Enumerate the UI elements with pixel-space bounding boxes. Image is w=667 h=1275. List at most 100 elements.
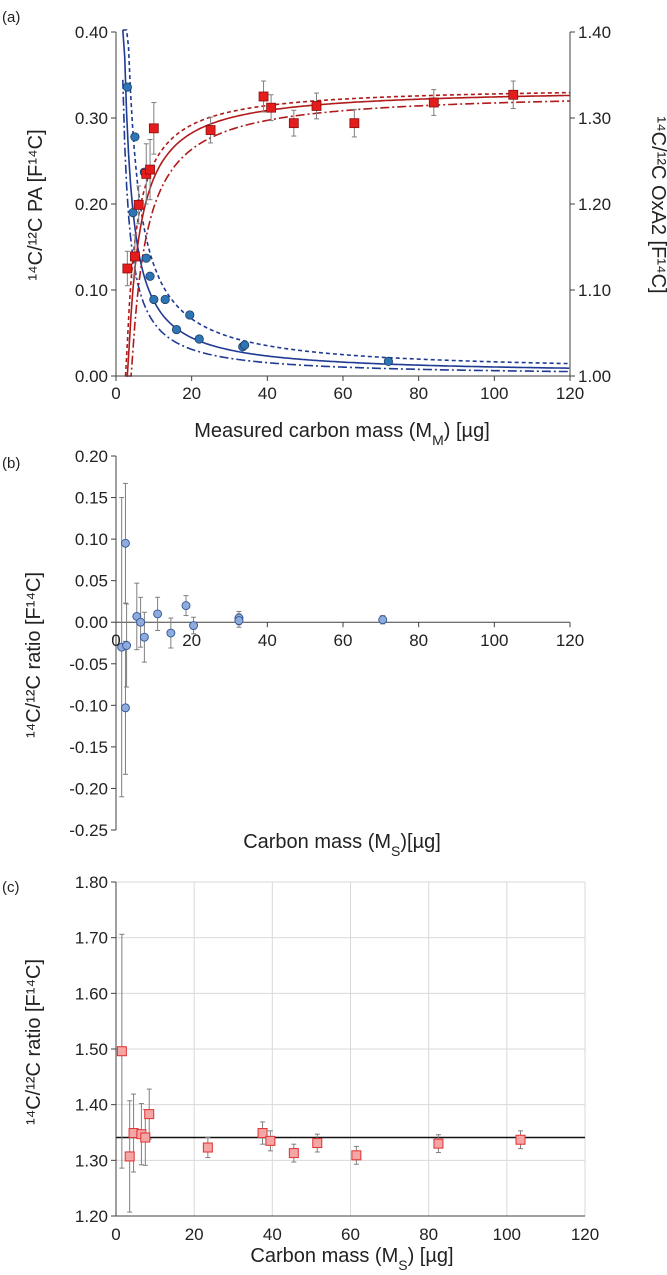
- data-point-square-c: [312, 1138, 323, 1149]
- x-tick-label-b: 0: [111, 631, 120, 650]
- y-right-tick-label-a: 1.40: [578, 23, 611, 42]
- y-right-axis-label-a: ¹⁴C/¹²C OxA2 [F¹⁴C]: [647, 116, 667, 293]
- x-axis-label-a: Measured carbon mass (MM) [µg]: [194, 420, 490, 448]
- x-axis-label-c: Carbon mass (MS) [µg]: [250, 1245, 453, 1273]
- y-right-tick-label-a: 1.00: [578, 367, 611, 386]
- data-point-circle-b: [122, 641, 132, 650]
- data-point-circle-b: [181, 601, 191, 611]
- x-tick-label-a: 60: [334, 384, 353, 403]
- y-tick-label-c: 1.70: [75, 929, 108, 948]
- y-tick-label-b: -0.25: [69, 821, 108, 840]
- data-point-circle-a: [185, 310, 195, 320]
- y-tick-label-a: 0.40: [75, 23, 108, 42]
- y-axis-label-a: ¹⁴C/¹²C PA [F¹⁴C]: [25, 129, 47, 280]
- data-point-square-c: [433, 1138, 444, 1149]
- y-tick-label-c: 1.40: [75, 1096, 108, 1115]
- red-fit-curve: [125, 94, 571, 377]
- data-point-circle-a: [160, 294, 170, 305]
- x-tick-label-c: 60: [341, 1225, 360, 1244]
- data-point-square-c: [515, 1134, 526, 1145]
- y-axis-label-c: ¹⁴C/¹²C ratio [F¹⁴C]: [23, 959, 45, 1125]
- y-tick-label-c: 1.60: [75, 984, 108, 1003]
- data-point-circle-b: [378, 615, 388, 625]
- data-point-square-a: [258, 91, 269, 102]
- data-point-square-a: [508, 89, 519, 100]
- data-point-circle-a: [383, 356, 393, 366]
- data-point-square-a: [148, 123, 159, 134]
- panel-label-b: (b): [2, 455, 20, 472]
- y-right-tick-label-a: 1.10: [578, 281, 611, 300]
- data-point-square-a: [428, 97, 439, 108]
- data-point-square-a: [266, 102, 277, 113]
- y-tick-label-a: 0.10: [75, 281, 108, 300]
- panel-label-c: (c): [2, 879, 20, 896]
- x-tick-label-c: 120: [571, 1225, 599, 1244]
- x-tick-label-c: 80: [419, 1225, 438, 1244]
- y-tick-label-b: -0.20: [69, 779, 108, 798]
- y-right-tick-label-a: 1.30: [578, 109, 611, 128]
- panel-c: (c) 0 20 40 60 80 100 120 1.20 1.30 1.40 1.50 1.60 1…: [2, 873, 599, 1273]
- y-tick-label-b: 0.15: [75, 489, 108, 508]
- x-tick-label-a: 100: [480, 384, 508, 403]
- x-axis-label-b: Carbon mass (MS)[µg]: [243, 831, 441, 859]
- y-tick-label-b: -0.05: [69, 655, 108, 674]
- x-tick-label-c: 100: [493, 1225, 521, 1244]
- y-tick-label-b: 0.10: [75, 530, 108, 549]
- x-tick-label-c: 0: [111, 1225, 120, 1244]
- y-tick-label-b: -0.15: [69, 738, 108, 757]
- y-tick-label-c: 1.30: [75, 1151, 108, 1170]
- data-point-square-a: [145, 164, 155, 175]
- x-tick-label-a: 120: [556, 384, 584, 403]
- x-tick-label-a: 0: [111, 384, 120, 403]
- y-tick-label-b: 0.20: [75, 447, 108, 466]
- data-point-circle-a: [171, 324, 182, 335]
- red-lower-curve: [125, 100, 571, 377]
- data-point-square-c: [124, 1151, 135, 1162]
- y-tick-label-a: 0.20: [75, 195, 108, 214]
- y-tick-label-b: -0.10: [69, 696, 108, 715]
- data-point-square-a: [288, 118, 299, 129]
- x-tick-label-b: 100: [480, 631, 508, 650]
- y-tick-label-c: 1.50: [75, 1040, 108, 1059]
- data-point-square-c: [202, 1142, 213, 1153]
- y-tick-label-c: 1.20: [75, 1207, 108, 1226]
- y-tick-label-b: 0.00: [75, 613, 108, 632]
- panel-label-a: (a): [2, 9, 20, 26]
- y-tick-label-a: 0.30: [75, 109, 108, 128]
- data-point-circle-a: [194, 334, 204, 344]
- data-point-circle-b: [121, 538, 130, 548]
- data-point-circle-a: [122, 82, 132, 92]
- x-tick-label-b: 60: [334, 631, 353, 650]
- blue-lower-curve: [122, 79, 570, 373]
- data-point-square-a: [133, 199, 144, 210]
- x-tick-label-c: 20: [185, 1225, 204, 1244]
- y-right-tick-label-a: 1.20: [578, 195, 611, 214]
- x-tick-label-b: 20: [182, 631, 201, 650]
- data-point-square-c: [116, 1046, 127, 1057]
- data-point-square-c: [288, 1148, 299, 1159]
- data-point-circle-b: [166, 628, 176, 638]
- data-point-circle-b: [153, 609, 163, 619]
- data-point-circle-a: [141, 253, 151, 263]
- data-point-circle-b: [136, 617, 146, 627]
- data-point-square-c: [257, 1128, 268, 1139]
- y-tick-label-a: 0.00: [75, 367, 108, 386]
- data-point-square-c: [140, 1132, 151, 1143]
- data-point-square-a: [130, 251, 140, 262]
- data-point-circle-b: [139, 632, 149, 642]
- data-point-circle-b: [121, 703, 130, 713]
- data-point-square-a: [205, 125, 216, 135]
- x-tick-label-a: 40: [258, 384, 277, 403]
- data-point-square-c: [265, 1135, 276, 1146]
- x-tick-label-a: 20: [182, 384, 201, 403]
- panel-a: (a) 0 20 40 60 80 100 120 0.00 0.10 0.20 0.30 0.40 1…: [2, 9, 667, 448]
- data-point-square-c: [144, 1109, 155, 1120]
- data-point-circle-a: [149, 294, 159, 305]
- x-tick-label-c: 40: [263, 1225, 282, 1244]
- y-tick-label-b: 0.05: [75, 572, 108, 591]
- data-point-square-c: [351, 1150, 362, 1161]
- x-tick-label-a: 80: [409, 384, 428, 403]
- data-point-circle-a: [130, 132, 140, 142]
- panel-b: (b) 0 20 40 60 80 100 120 -0.25 -0.20 -0.15 -0.10 -…: [2, 447, 584, 859]
